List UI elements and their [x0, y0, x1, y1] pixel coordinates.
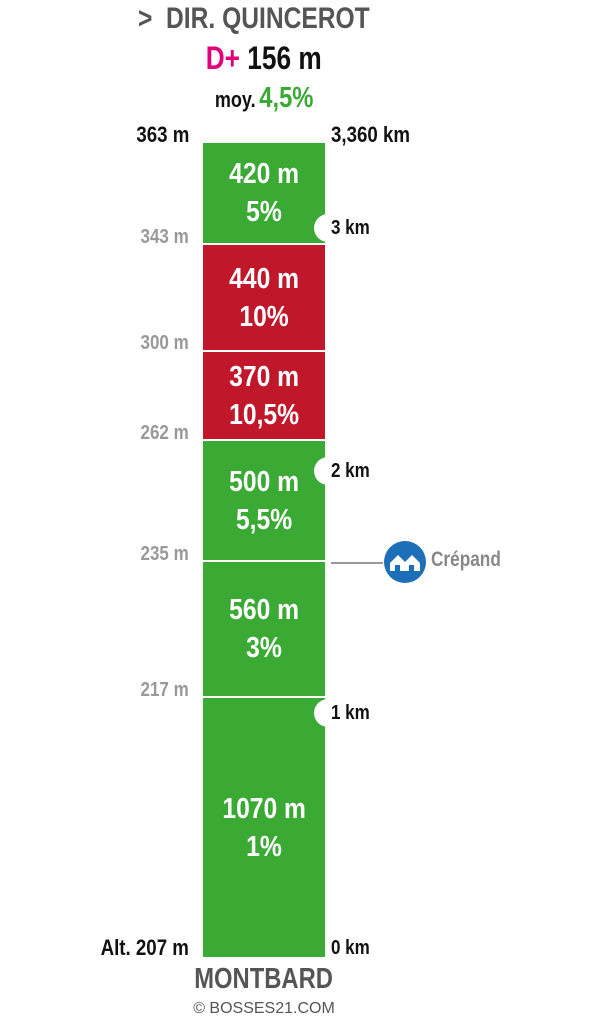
segment-length: 420 m: [229, 158, 299, 190]
dplus-label: D+: [206, 40, 241, 76]
segment-grade: 10%: [239, 300, 289, 333]
start-name: MONTBARD: [194, 963, 334, 995]
altitude-top: 363 m: [135, 122, 189, 147]
avg-value: 4,5%: [259, 82, 314, 114]
segment-length: 370 m: [229, 360, 299, 393]
segment-3: 370 m 10,5%: [203, 352, 325, 441]
start-location: MONTBARD: [0, 963, 528, 996]
avg-label: moy.: [214, 87, 256, 112]
segment-1: 420 m 5%: [203, 143, 325, 245]
distance-label: 2 km: [331, 460, 370, 482]
segment-grade: 10,5%: [229, 398, 299, 431]
distance-label: 0 km: [331, 937, 370, 959]
distance-top: 3,360 km: [331, 122, 411, 147]
average-grade: moy. 4,5%: [0, 82, 528, 115]
segment-grade: 3%: [246, 632, 282, 664]
altitude-label: 235 m: [140, 543, 189, 565]
segment-length: 560 m: [229, 594, 299, 626]
segment-length: 1070 m: [222, 792, 306, 825]
dplus-value: 156 m: [247, 40, 322, 76]
village-icon: [384, 541, 426, 583]
segment-length: 500 m: [229, 465, 299, 498]
segment-6: 1070 m 1%: [203, 698, 325, 957]
segment-grade: 5%: [246, 196, 282, 228]
segment-2: 440 m 10%: [203, 245, 325, 352]
distance-label: 3 km: [331, 217, 370, 239]
altitude-label: 217 m: [140, 679, 189, 701]
segment-5: 560 m 3%: [203, 562, 325, 698]
distance-label: 1 km: [331, 702, 370, 724]
km-notch: [314, 457, 338, 485]
poi-connector: [331, 562, 383, 564]
segment-length: 440 m: [229, 262, 299, 295]
km-notch: [314, 699, 338, 727]
altitude-label: 262 m: [140, 422, 189, 444]
poi-label: Crépand: [431, 548, 516, 572]
segment-grade: 1%: [246, 830, 282, 863]
poi-name: Crépand: [431, 548, 501, 571]
km-notch: [314, 214, 338, 242]
direction-arrow: >: [138, 2, 153, 35]
altitude-label: 300 m: [140, 332, 189, 354]
segment-4: 500 m 5,5%: [203, 441, 325, 562]
altitude-label: 343 m: [140, 226, 189, 248]
elevation-gain: D+ 156 m: [0, 40, 528, 77]
direction-title: > DIR. QUINCEROT: [138, 2, 421, 36]
direction-label: DIR. QUINCEROT: [166, 2, 370, 35]
copyright: © BOSSES21.COM: [193, 1000, 335, 1017]
altitude-bottom: Alt. 207 m: [100, 935, 189, 960]
segment-grade: 5,5%: [235, 503, 293, 536]
